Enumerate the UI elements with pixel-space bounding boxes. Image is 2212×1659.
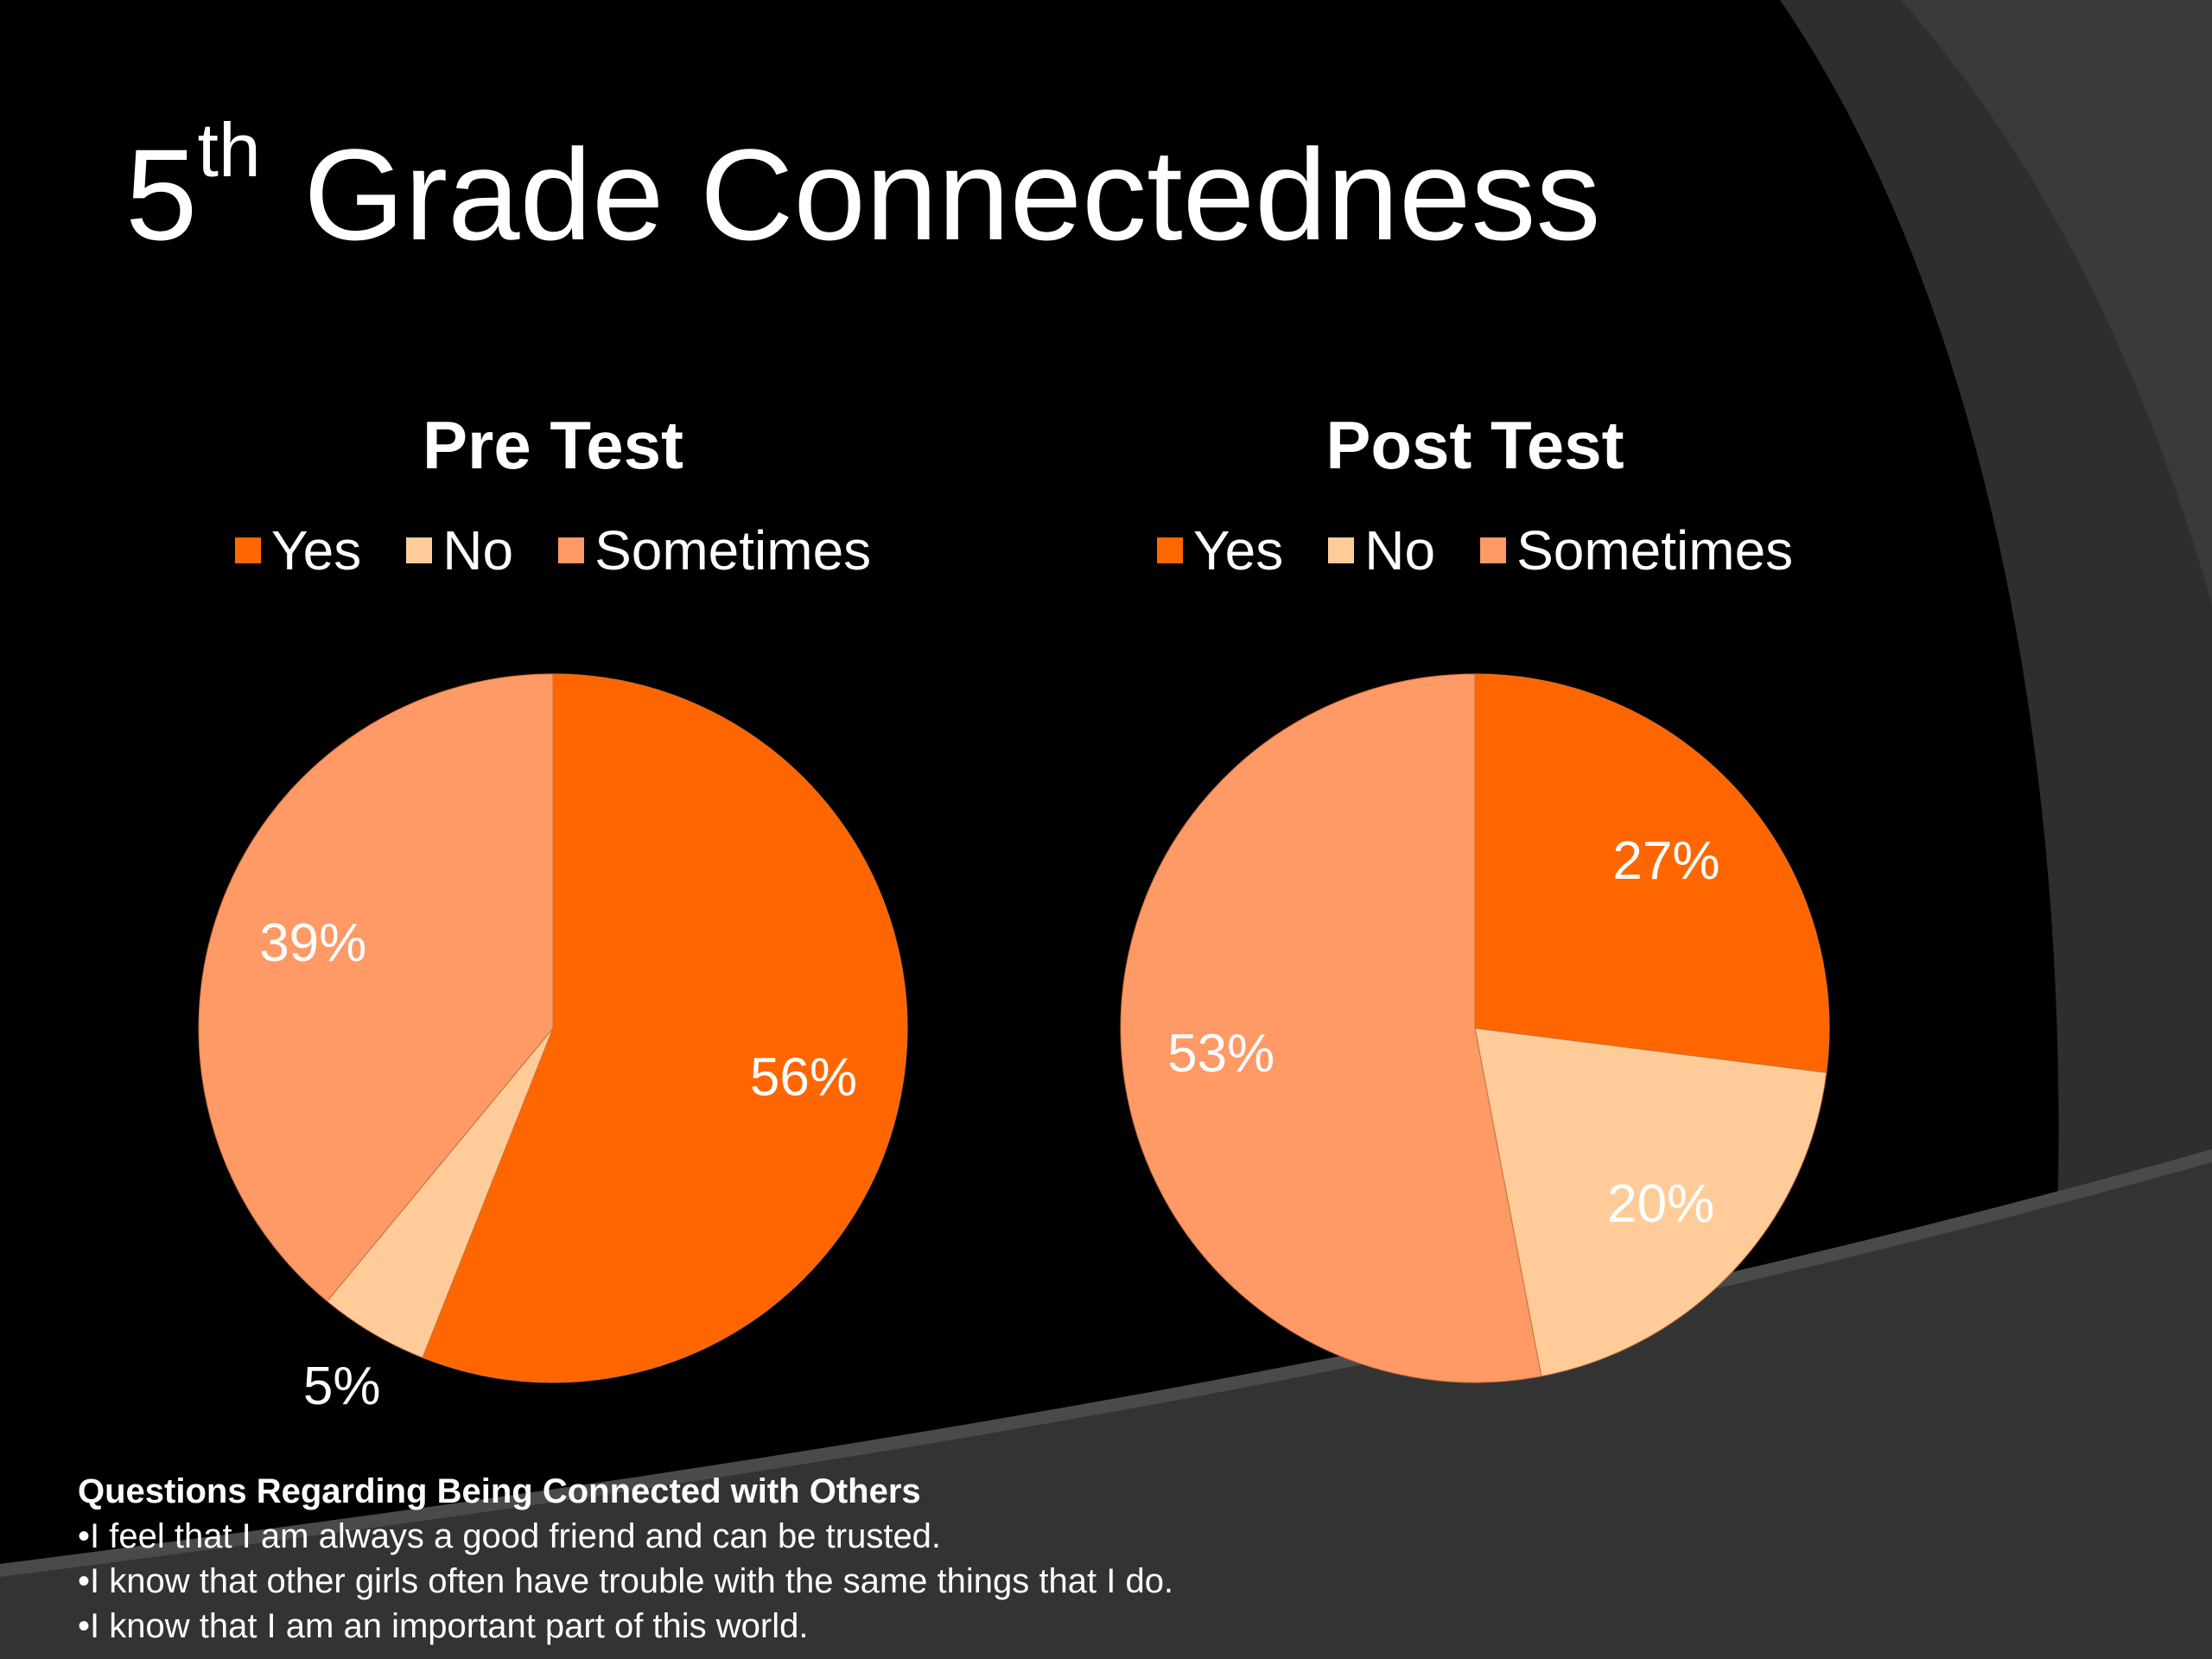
title-number: 5 (125, 122, 198, 267)
question-item: •I know that other girls often have trou… (78, 1562, 1174, 1600)
chart-legend: Yes No Sometimes (99, 518, 1007, 582)
pie-plot: 56% 5% 39% (198, 673, 908, 1416)
legend-swatch-sometimes (558, 537, 585, 563)
legend-item-yes: Yes (234, 518, 362, 582)
legend-label-sometimes: Sometimes (1516, 519, 1794, 582)
legend-label-no: No (1364, 519, 1436, 582)
pie-slice-sometimes (198, 673, 554, 1302)
chart-title: Post Test (1325, 407, 1624, 483)
legend-label-yes: Yes (1192, 519, 1284, 582)
data-label-sometimes: 39% (259, 913, 366, 973)
post-test-chart: Post Test Yes No Sometimes 27% 20% 53% (1021, 406, 1929, 1426)
pie-slice-yes (1474, 673, 1830, 1073)
legend-label-yes: Yes (270, 519, 362, 582)
data-label-yes: 56% (750, 1047, 857, 1107)
slide-title: 5th Grade Connectedness (125, 112, 1600, 260)
data-label-yes: 27% (1612, 831, 1719, 891)
pie-slice-sometimes (1120, 673, 1542, 1383)
pre-test-chart: Pre Test Yes No Sometimes 56% 5% 39% (99, 406, 1007, 1426)
background-arc-inner (1901, 0, 2212, 605)
legend-swatch-no (1328, 537, 1355, 563)
legend-item-no: No (406, 518, 513, 582)
legend-swatch-yes (234, 537, 261, 563)
data-label-no: 5% (303, 1357, 381, 1416)
chart-title: Pre Test (422, 407, 684, 483)
legend-label-sometimes: Sometimes (594, 519, 872, 582)
legend-label-no: No (442, 519, 514, 582)
questions-block: Questions Regarding Being Connected with… (78, 1469, 1173, 1649)
data-label-no: 20% (1607, 1174, 1714, 1234)
pie-slice-no (1474, 1027, 1827, 1377)
legend-item-sometimes: Sometimes (558, 518, 871, 582)
title-superscript: th (197, 107, 261, 193)
legend-swatch-yes (1156, 537, 1183, 563)
legend-swatch-sometimes (1480, 537, 1507, 563)
question-item: •I feel that I am always a good friend a… (78, 1517, 942, 1555)
chart-legend: Yes No Sometimes (1021, 518, 1929, 582)
title-text: Grade Connectedness (267, 122, 1601, 267)
legend-item-no: No (1328, 518, 1435, 582)
legend-item-yes: Yes (1156, 518, 1284, 582)
questions-heading: Questions Regarding Being Connected with… (78, 1472, 921, 1510)
question-item: •I know that I am an important part of t… (78, 1607, 809, 1645)
legend-swatch-no (406, 537, 433, 563)
legend-item-sometimes: Sometimes (1480, 518, 1793, 582)
pie-slice-yes (422, 673, 908, 1383)
pie-plot: 27% 20% 53% (1120, 673, 1830, 1383)
data-label-sometimes: 53% (1167, 1024, 1274, 1084)
